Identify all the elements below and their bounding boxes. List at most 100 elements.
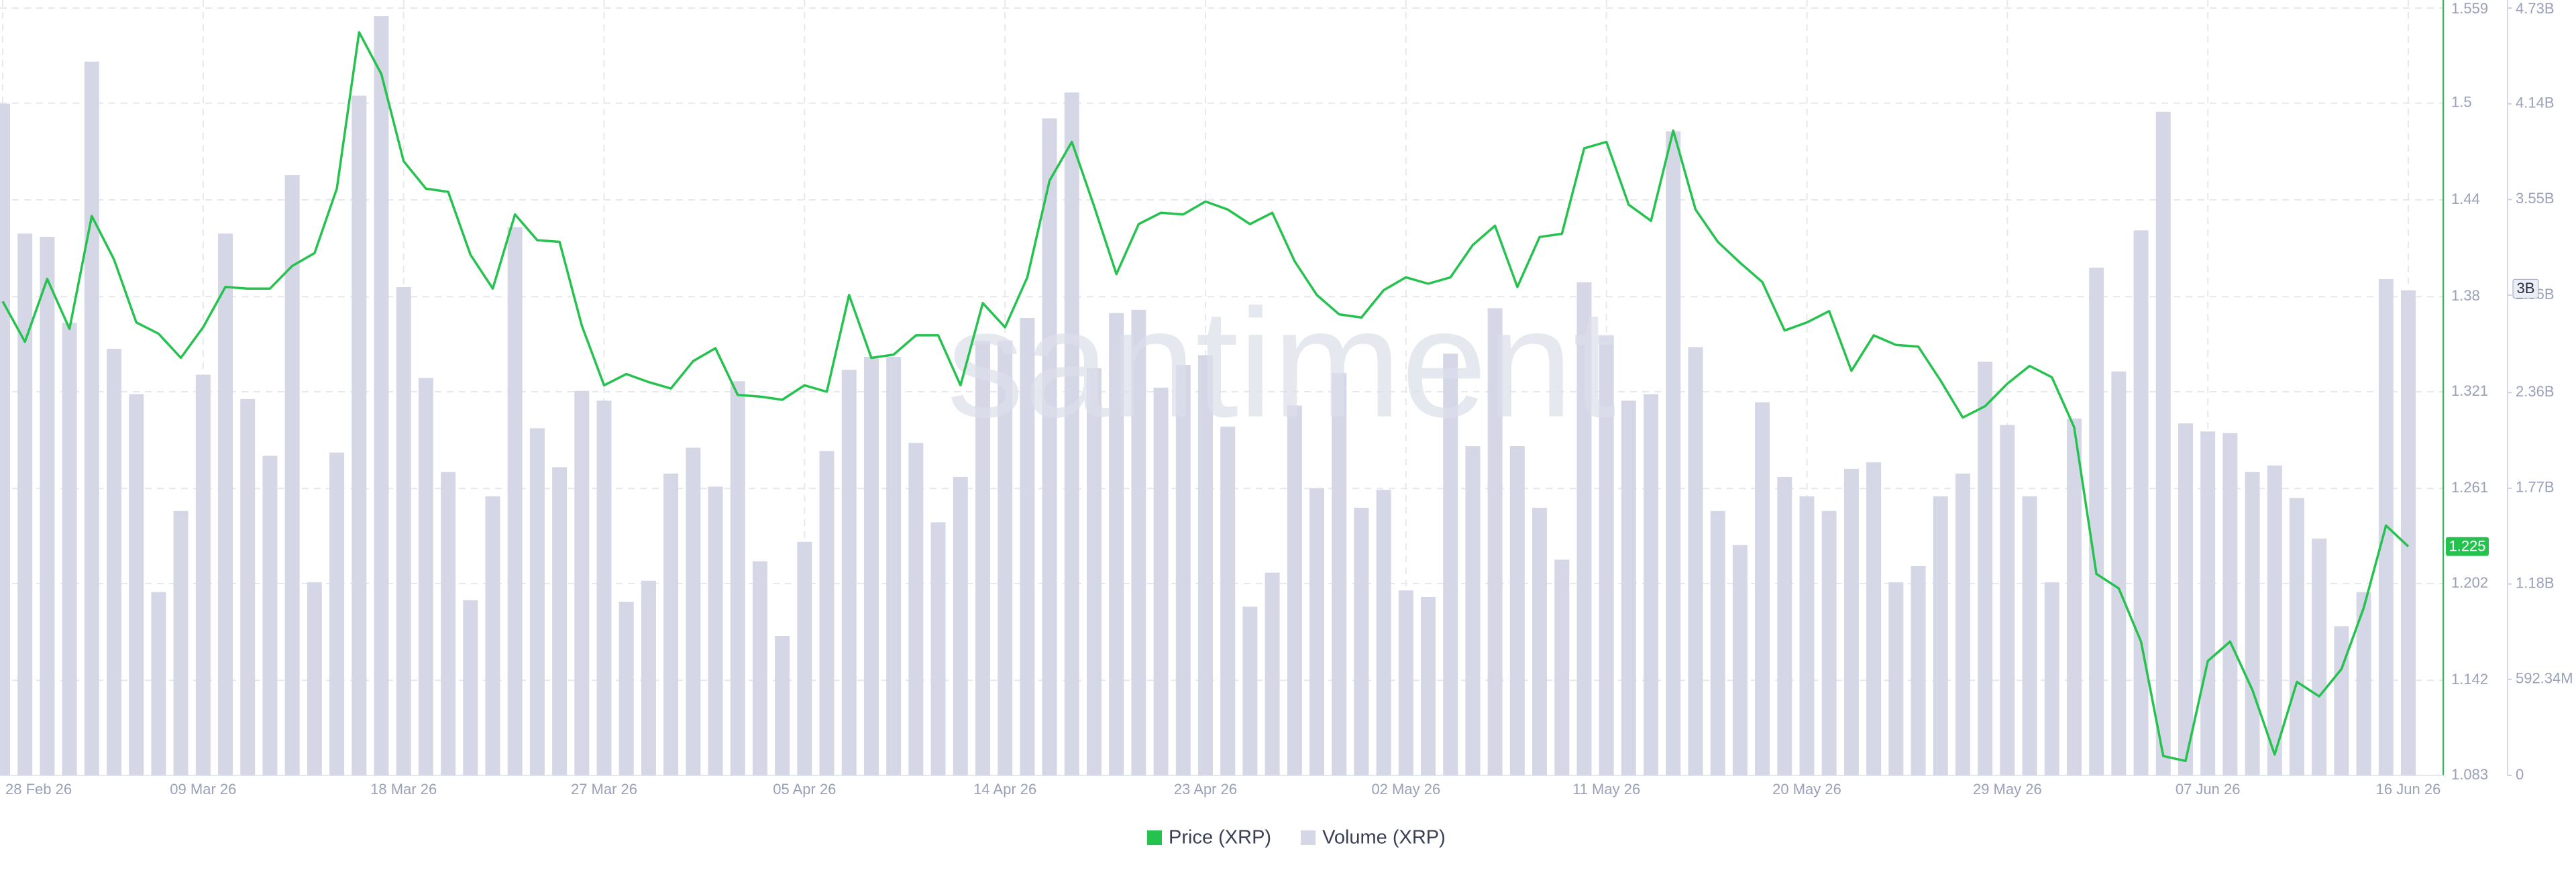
volume-bar [2222,433,2238,775]
volume-bar [1732,545,1748,775]
x-tick-label: 29 May 26 [1973,781,2042,798]
volume-bar [930,522,946,775]
volume-bar [0,103,10,775]
x-tick-label: 02 May 26 [1371,781,1440,798]
volume-bar [1710,510,1725,775]
volume-bar [730,381,745,775]
price-marker-label: 1.225 [2449,538,2485,555]
price-marker [2446,537,2489,556]
volume-bar [84,61,99,775]
legend-label: Price (XRP) [1169,827,1271,849]
volume-bar [1042,118,1057,776]
volume-bar [1421,596,1436,775]
volume-bar [2334,626,2349,775]
volume-bar [441,472,456,775]
volume-bar [1821,510,1837,775]
volume-bar [708,486,723,775]
x-tick-label: 09 Mar 26 [170,781,236,798]
volume-bar [2200,431,2216,775]
volume-bar [1532,507,1548,775]
x-tick-label: 14 Apr 26 [973,781,1036,798]
volume-bar [240,398,256,775]
x-tick-label: 27 Mar 26 [571,781,637,798]
volume-bar [1866,462,1882,775]
volume-bar [1621,400,1636,775]
volume-bar [1287,405,1302,775]
volume-bar [752,561,767,775]
volume-bar [908,443,924,775]
volume-marker-label: 3B [2517,280,2535,296]
volume-bar [2289,498,2304,775]
volume-bar [1487,308,1503,775]
volume-bar [953,476,968,775]
volume-bar [2356,592,2371,775]
volume-bar [352,95,367,776]
volume-bar [107,348,122,775]
volume-bar [329,452,345,775]
volume-bar [1265,572,1280,775]
volume-bar [1109,313,1124,776]
x-tick-label: 16 Jun 26 [2376,781,2441,798]
volume-bar [1509,446,1525,775]
volume-bar [62,323,77,775]
watermark: santiment [947,277,1615,449]
volume-bar [2089,267,2104,775]
volume-bar [418,378,433,775]
y-tick-label: 1.5 [2451,94,2472,111]
y2-tick-label: 592.34M [2516,670,2573,687]
volume-bar [574,390,590,775]
volume-bar [775,636,790,775]
y-tick-label: 1.202 [2451,574,2488,591]
y-tick-label: 1.261 [2451,479,2488,496]
volume-bar [195,374,211,775]
volume-bar [17,233,33,775]
y2-tick-label: 4.14B [2516,95,2555,111]
volume-bar [1688,347,1703,775]
volume-bar [552,467,568,775]
volume-bar [1398,590,1413,775]
volume-bar [841,370,857,775]
x-tick-label: 23 Apr 26 [1174,781,1237,798]
volume-bar [819,451,835,775]
volume-bar [1843,468,1859,775]
volume-bar [1777,476,1792,775]
volume-bar [463,600,478,775]
volume-bar [173,510,189,775]
volume-bar [2312,538,2327,775]
volume-bar [863,357,879,775]
volume-bar [129,394,144,775]
volume-bar [2111,371,2127,775]
volume-bar [886,357,902,775]
y-tick-label: 1.38 [2451,287,2480,304]
x-tick-label: 05 Apr 26 [773,781,836,798]
volume-bar [485,496,500,775]
y2-tick-label: 4.73B [2516,0,2555,17]
volume-bar [975,340,990,775]
volume-bar [1153,387,1169,775]
volume-bar [797,541,812,775]
volume-bar [262,455,278,775]
volume-bar [1220,427,1236,775]
x-tick-label: 28 Feb 26 [5,781,72,798]
volume-bar [1242,606,1258,775]
volume-bar [1376,490,1391,775]
volume-bar [1354,507,1369,775]
x-tick-label: 18 Mar 26 [370,781,437,798]
volume-bar [2267,466,2282,775]
volume-bar [2066,418,2082,775]
volume-bar [1131,309,1146,775]
volume-bar [1599,335,1614,776]
y-tick-label: 1.559 [2451,0,2488,17]
volume-bar [1799,496,1815,775]
y2-tick-label: 3.55B [2516,190,2555,207]
volume-bar [1888,582,1904,775]
y-tick-label: 1.142 [2451,671,2488,688]
volume-bar [1309,488,1325,775]
volume-bar [529,428,545,775]
volume-bar [619,602,634,775]
x-tick-label: 20 May 26 [1772,781,1841,798]
volume-bar [1332,373,1347,775]
volume-bar [40,237,55,775]
volume-bar [1086,368,1102,775]
